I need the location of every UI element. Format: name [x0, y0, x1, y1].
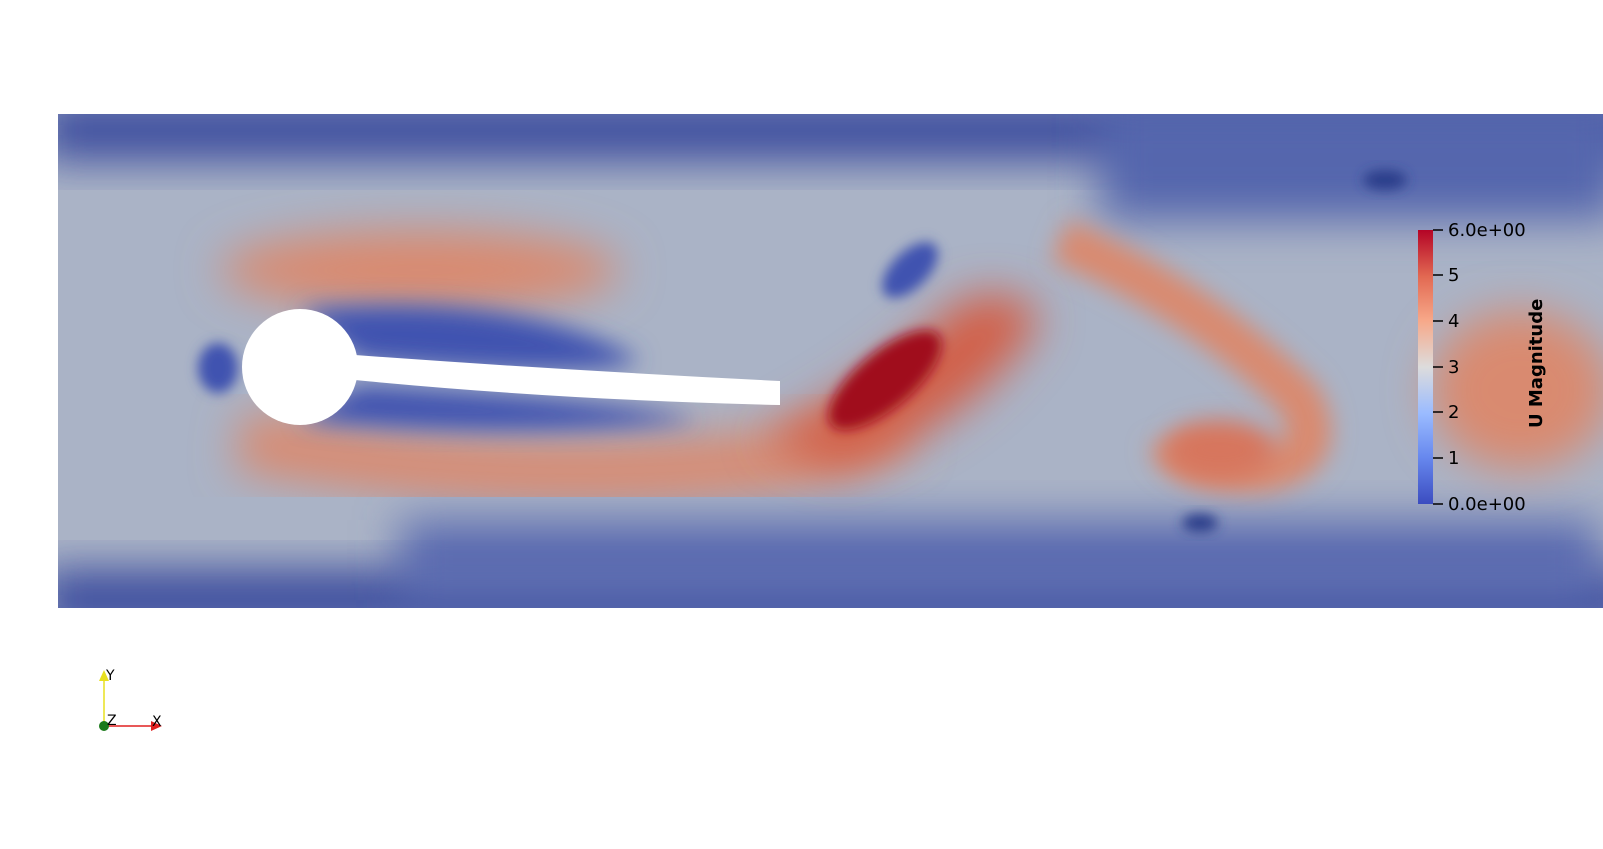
scalar-bar: 6.0e+00 5 4 3 2 1 0.0e+00 U Magnitude	[1418, 220, 1547, 515]
scalar-bar-min-label: 0.0e+00	[1448, 494, 1526, 515]
velocity-field	[58, 114, 1603, 608]
orientation-axes[interactable]: Y X Z	[99, 668, 162, 731]
elastic-flap	[355, 355, 780, 405]
scalar-bar-tick-2: 2	[1448, 402, 1459, 423]
axis-x-label: X	[152, 714, 162, 730]
scalar-bar-tick-5: 5	[1448, 265, 1459, 286]
scalar-bar-tick-4: 4	[1448, 311, 1459, 332]
cylinder	[242, 309, 358, 425]
scalar-bar-tick-1: 1	[1448, 448, 1459, 469]
scalar-bar-gradient	[1418, 230, 1433, 504]
axis-y-label: Y	[105, 668, 115, 684]
scalar-bar-title: U Magnitude	[1526, 299, 1547, 428]
scalar-bar-max-label: 6.0e+00	[1448, 220, 1526, 241]
axis-z-label: Z	[107, 713, 117, 729]
scalar-bar-tick-3: 3	[1448, 357, 1459, 378]
